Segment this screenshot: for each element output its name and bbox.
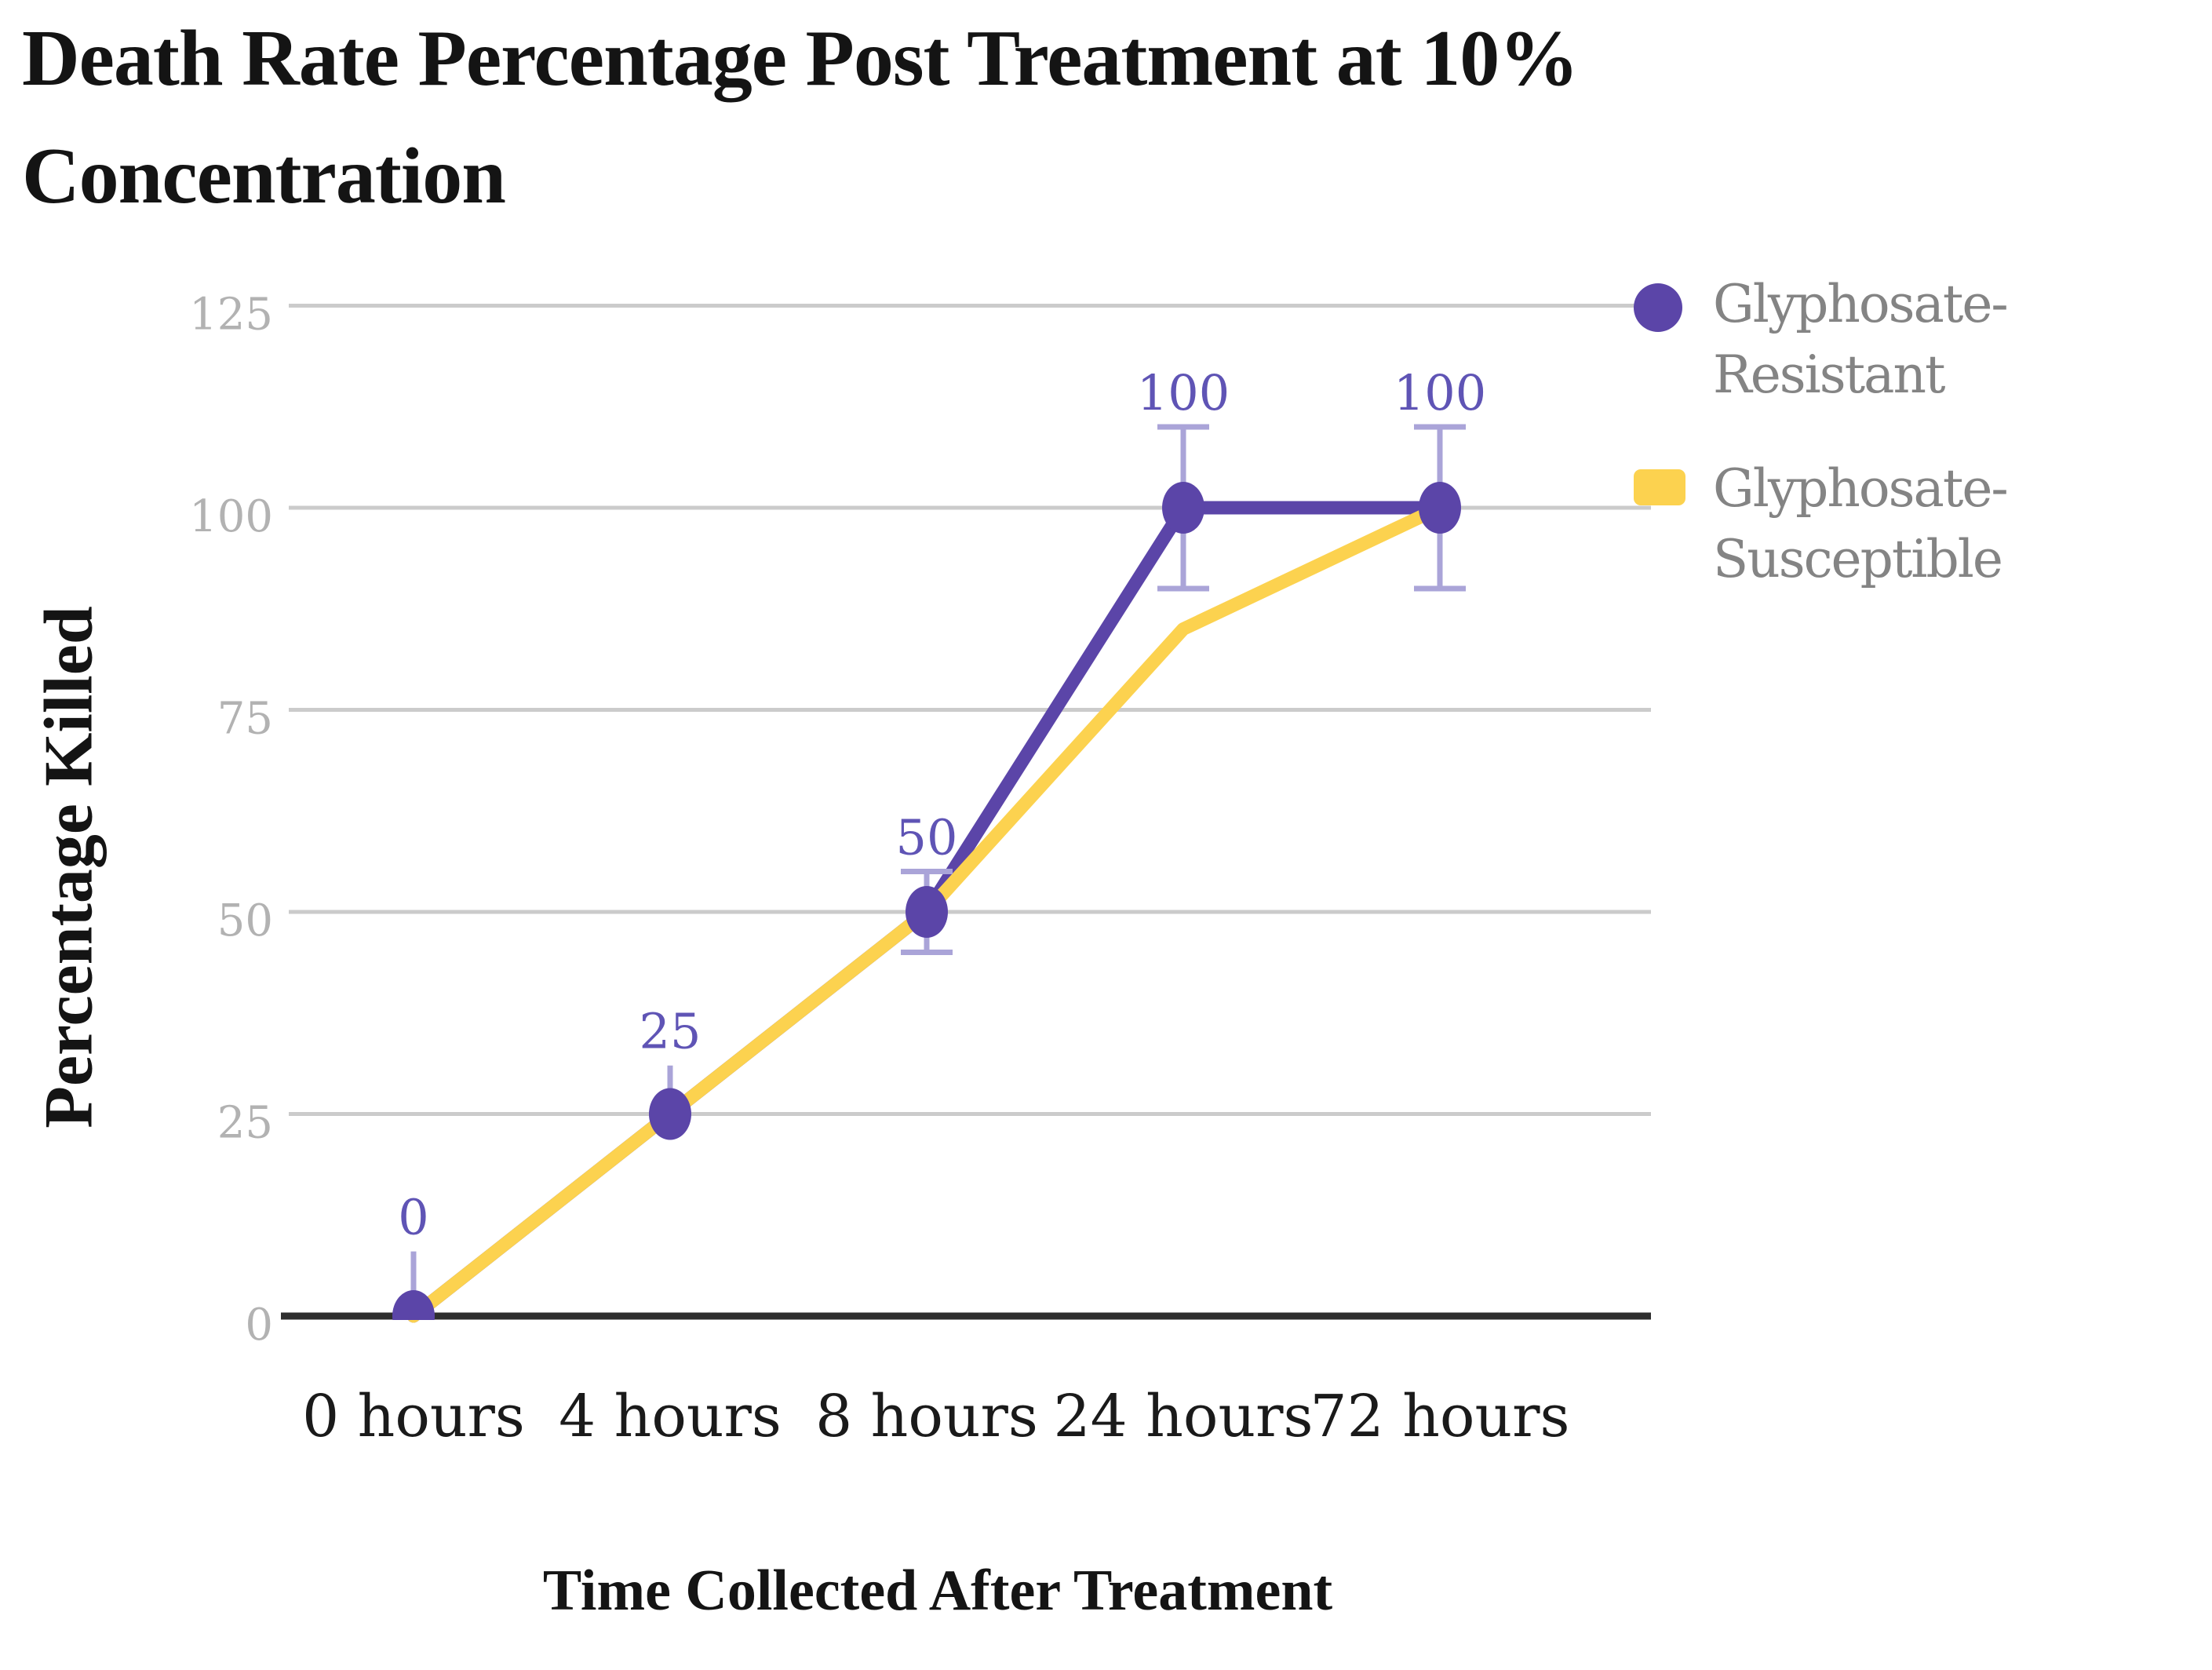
y-tick-label: 100 [189, 491, 273, 542]
y-tick-label: 0 [245, 1300, 273, 1351]
y-tick-label: 125 [189, 290, 273, 341]
x-tick-label: 0 hours [302, 1383, 525, 1450]
y-tick-label: 25 [217, 1098, 273, 1149]
y-tick-label: 50 [217, 895, 273, 946]
legend-item-resistant: Glyphosate-Resistant [1634, 269, 2199, 410]
markers-group [392, 482, 1461, 1320]
data-point-marker [649, 1088, 691, 1140]
chart-title: Death Rate Percentage Post Treatment at … [22, 14, 1579, 221]
x-tick-label: 4 hours [559, 1383, 782, 1450]
data-point-marker [1162, 482, 1204, 534]
legend: Glyphosate-Resistant Glyphosate-Suscepti… [1634, 269, 2199, 595]
legend-item-susceptible: Glyphosate-Susceptible [1634, 454, 2199, 595]
legend-label-susceptible: Glyphosate-Susceptible [1713, 458, 2009, 589]
data-point-marker [1419, 482, 1461, 534]
x-tick-label: 72 hours [1310, 1383, 1570, 1450]
x-tick-label: 8 hours [815, 1383, 1038, 1450]
data-point-label: 25 [640, 1003, 701, 1060]
data-point-label: 100 [1394, 364, 1486, 421]
x-axis-title: Time Collected After Treatment [542, 1559, 1333, 1623]
legend-marker-resistant-icon [1634, 283, 1682, 332]
data-point-label: 100 [1137, 364, 1230, 421]
y-tick-label: 75 [217, 694, 273, 745]
x-tick-label: 24 hours [1054, 1383, 1314, 1450]
data-point-label: 0 [398, 1189, 428, 1246]
legend-marker-susceptible-icon [1634, 469, 1685, 505]
legend-label-resistant: Glyphosate-Resistant [1713, 274, 2009, 405]
data-point-label: 50 [896, 809, 958, 866]
data-point-marker [906, 886, 948, 938]
data-point-marker [392, 1290, 435, 1320]
